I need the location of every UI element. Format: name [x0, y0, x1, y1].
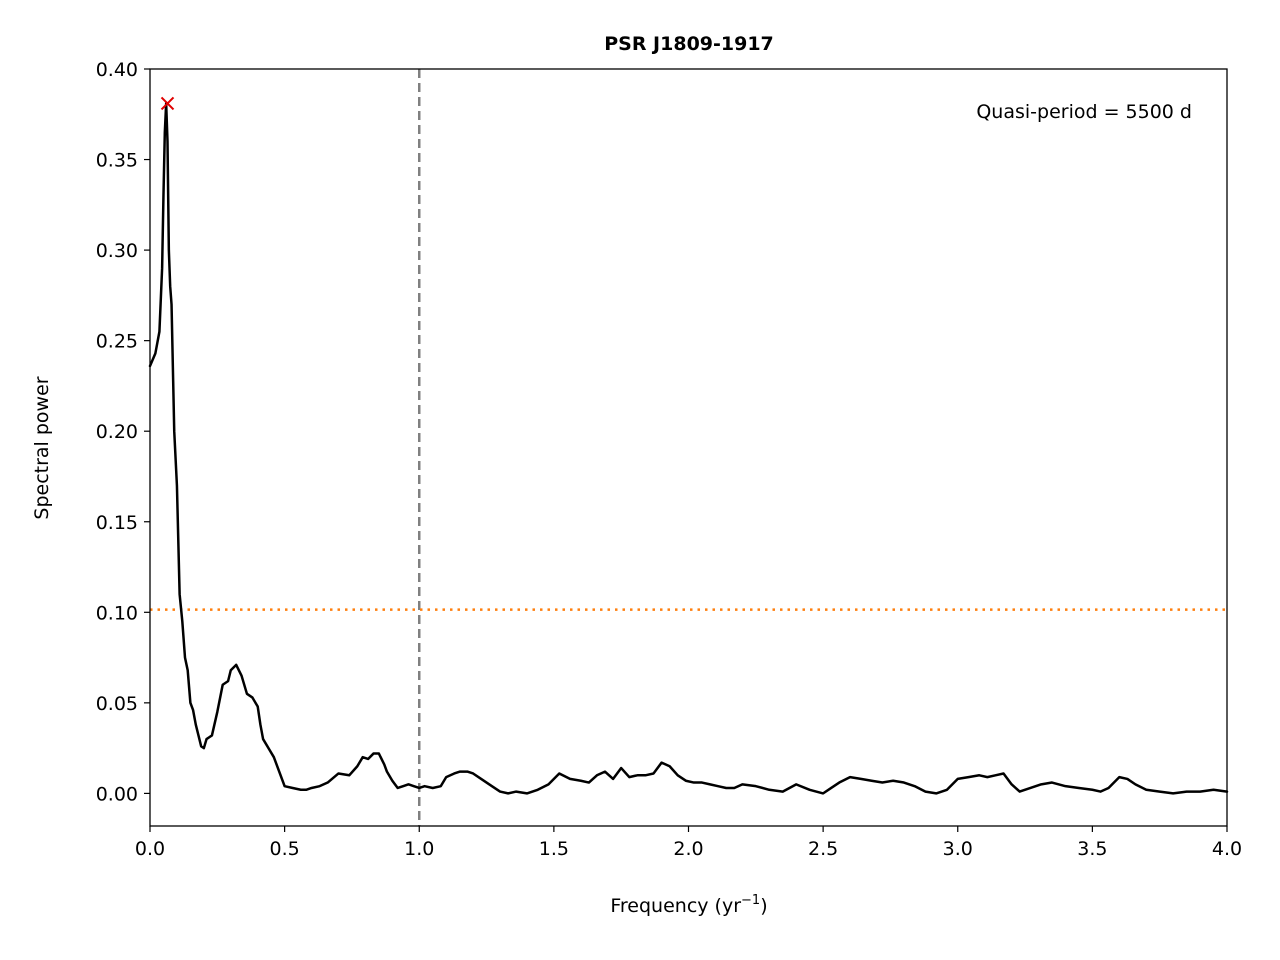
y-axis-label: Spectral power	[31, 376, 53, 519]
x-tick-label: 1.0	[404, 838, 434, 860]
chart-title: PSR J1809-1917	[604, 33, 774, 55]
x-axis-ticks: 0.0 0.5 1.0 1.5 2.0 2.5 3.0 3.5 4.0	[135, 826, 1242, 860]
y-tick-label: 0.10	[96, 602, 138, 624]
x-tick-label: 2.5	[808, 838, 838, 860]
spectral-power-line	[148, 102, 1229, 795]
reference-lines	[150, 69, 1227, 826]
x-axis-label-superscript: −1	[741, 893, 760, 908]
peak-marker	[160, 96, 175, 111]
x-tick-label: 1.5	[539, 838, 569, 860]
x-tick-label: 3.5	[1077, 838, 1107, 860]
x-tick-label: 4.0	[1212, 838, 1242, 860]
x-axis-label-end: )	[760, 895, 767, 917]
y-tick-label: 0.15	[96, 512, 138, 534]
x-tick-label: 2.0	[673, 838, 703, 860]
x-axis-label-main: Frequency (yr	[610, 895, 741, 917]
plot-area	[150, 69, 1227, 826]
quasi-period-annotation: Quasi-period = 5500 d	[976, 101, 1192, 123]
y-tick-label: 0.35	[96, 150, 138, 172]
series-layer	[148, 102, 1229, 795]
x-tick-label: 0.0	[135, 838, 165, 860]
x-tick-label: 0.5	[270, 838, 300, 860]
y-tick-label: 0.40	[96, 59, 138, 81]
y-tick-label: 0.00	[96, 783, 138, 805]
y-tick-label: 0.05	[96, 693, 138, 715]
y-tick-label: 0.30	[96, 240, 138, 262]
y-axis-ticks: 0.00 0.05 0.10 0.15 0.20 0.25 0.30 0.35 0.40	[96, 59, 150, 805]
y-tick-label: 0.25	[96, 331, 138, 353]
x-axis-label: Frequency (yr−1)	[610, 893, 767, 917]
x-tick-label: 3.0	[943, 838, 973, 860]
y-tick-label: 0.20	[96, 421, 138, 443]
peak-marker-layer	[160, 96, 175, 111]
